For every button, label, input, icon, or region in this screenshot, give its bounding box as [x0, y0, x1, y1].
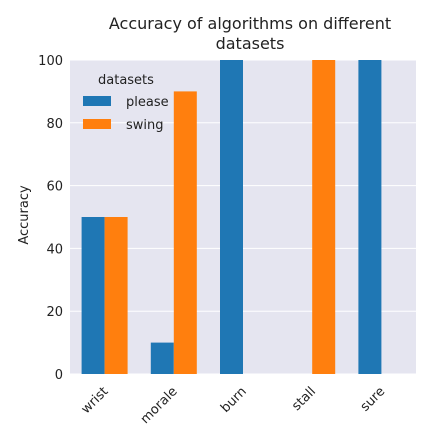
legend-title: datasets: [98, 73, 154, 88]
x-tick-label: stall: [289, 384, 319, 414]
y-tick-label: 0: [55, 368, 63, 383]
bar-please-burn: [220, 60, 243, 374]
bar-swing-wrist: [104, 217, 128, 374]
bar-swing-stall: [312, 60, 336, 374]
bar-swing-morale: [173, 91, 197, 375]
y-axis-label: Accuracy: [17, 185, 32, 245]
y-tick-label: 100: [38, 54, 63, 69]
y-tick-label: 40: [46, 242, 63, 257]
legend: datasets please swing: [83, 73, 169, 133]
y-tick-label: 20: [46, 305, 63, 320]
legend-swatch-swing: [83, 119, 111, 129]
x-tick-label: sure: [358, 384, 388, 414]
bar-please-morale: [150, 342, 174, 374]
y-tick-labels: 0 20 40 60 80 100: [38, 54, 63, 383]
chart-title-line-2: datasets: [216, 34, 285, 53]
legend-label-please: please: [126, 95, 169, 110]
x-tick-labels: wrist morale burn stall sure: [79, 384, 389, 427]
x-tick-label: morale: [138, 384, 181, 427]
y-tick-label: 60: [46, 180, 63, 195]
bar-please-wrist: [81, 217, 105, 374]
y-tick-label: 80: [46, 117, 63, 132]
x-tick-label: burn: [218, 384, 250, 416]
legend-swatch-please: [83, 96, 111, 106]
chart-title-line-1: Accuracy of algorithms on different: [109, 14, 391, 33]
bar-please-sure: [358, 60, 382, 374]
x-tick-label: wrist: [79, 384, 112, 417]
bars: [81, 60, 382, 375]
legend-label-swing: swing: [126, 118, 164, 133]
